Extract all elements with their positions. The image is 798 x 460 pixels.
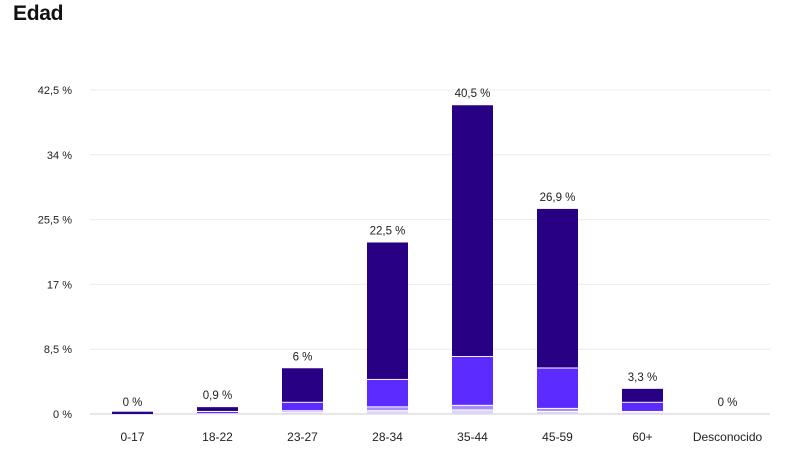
y-tick-label: 42,5 % <box>38 85 72 97</box>
bar-segment[interactable] <box>367 242 408 379</box>
data-label: 40,5 % <box>455 88 491 100</box>
data-label: 0 % <box>718 397 738 409</box>
y-axis-ticks: 0 % 8,5 % 17 % 25,5 % 34 % 42,5 % <box>38 85 72 421</box>
bar-segment[interactable] <box>282 401 323 411</box>
y-tick-label: 8,5 % <box>44 344 72 356</box>
data-labels: 0 % 0,9 % 6 % 22,5 % 40,5 % 26,9 % 3,3 % 0 % <box>123 88 738 409</box>
data-label: 22,5 % <box>370 225 406 237</box>
data-label: 3,3 % <box>628 372 657 384</box>
x-category-label: 45-59 <box>542 430 573 444</box>
bar-segment[interactable] <box>537 407 578 411</box>
x-category-label: 35-44 <box>457 430 488 444</box>
chart-title: Edad <box>13 2 64 25</box>
bar-segment[interactable] <box>452 356 493 405</box>
data-label: 0 % <box>123 397 143 409</box>
y-tick-label: 34 % <box>47 150 72 162</box>
x-category-label: Desconocido <box>693 430 763 444</box>
data-label: 0,9 % <box>203 390 232 402</box>
x-category-label: 23-27 <box>287 430 318 444</box>
bar-segment[interactable] <box>197 407 238 411</box>
x-axis-categories: 0-17 18-22 23-27 28-34 35-44 45-59 60+ Desconoc… <box>120 430 762 444</box>
bar-segment[interactable] <box>282 411 323 414</box>
bar-segment[interactable] <box>452 404 493 410</box>
y-tick-label: 17 % <box>47 279 72 291</box>
data-label: 26,9 % <box>540 192 576 204</box>
gridlines <box>90 89 770 415</box>
bar-segment[interactable] <box>537 410 578 414</box>
bar-segment[interactable] <box>622 388 663 402</box>
x-category-label: 28-34 <box>372 430 403 444</box>
y-tick-label: 0 % <box>53 409 72 421</box>
bar-segment[interactable] <box>452 409 493 414</box>
bar-segment[interactable] <box>537 367 578 408</box>
data-label: 6 % <box>293 351 313 363</box>
bar-segment[interactable] <box>367 406 408 411</box>
bar-segment[interactable] <box>197 410 238 414</box>
x-category-label: 60+ <box>632 430 652 444</box>
bar-segment[interactable] <box>367 378 408 407</box>
bar-segment[interactable] <box>112 411 153 414</box>
x-category-label: 0-17 <box>120 430 144 444</box>
x-category-label: 18-22 <box>202 430 233 444</box>
y-tick-label: 25,5 % <box>38 215 72 227</box>
bar-segment[interactable] <box>282 368 323 402</box>
bar-segment[interactable] <box>537 208 578 368</box>
bar-segment[interactable] <box>452 105 493 357</box>
bar-segment[interactable] <box>622 411 663 414</box>
bar-segment[interactable] <box>367 410 408 414</box>
bars <box>112 105 663 415</box>
bar-segment[interactable] <box>622 401 663 411</box>
